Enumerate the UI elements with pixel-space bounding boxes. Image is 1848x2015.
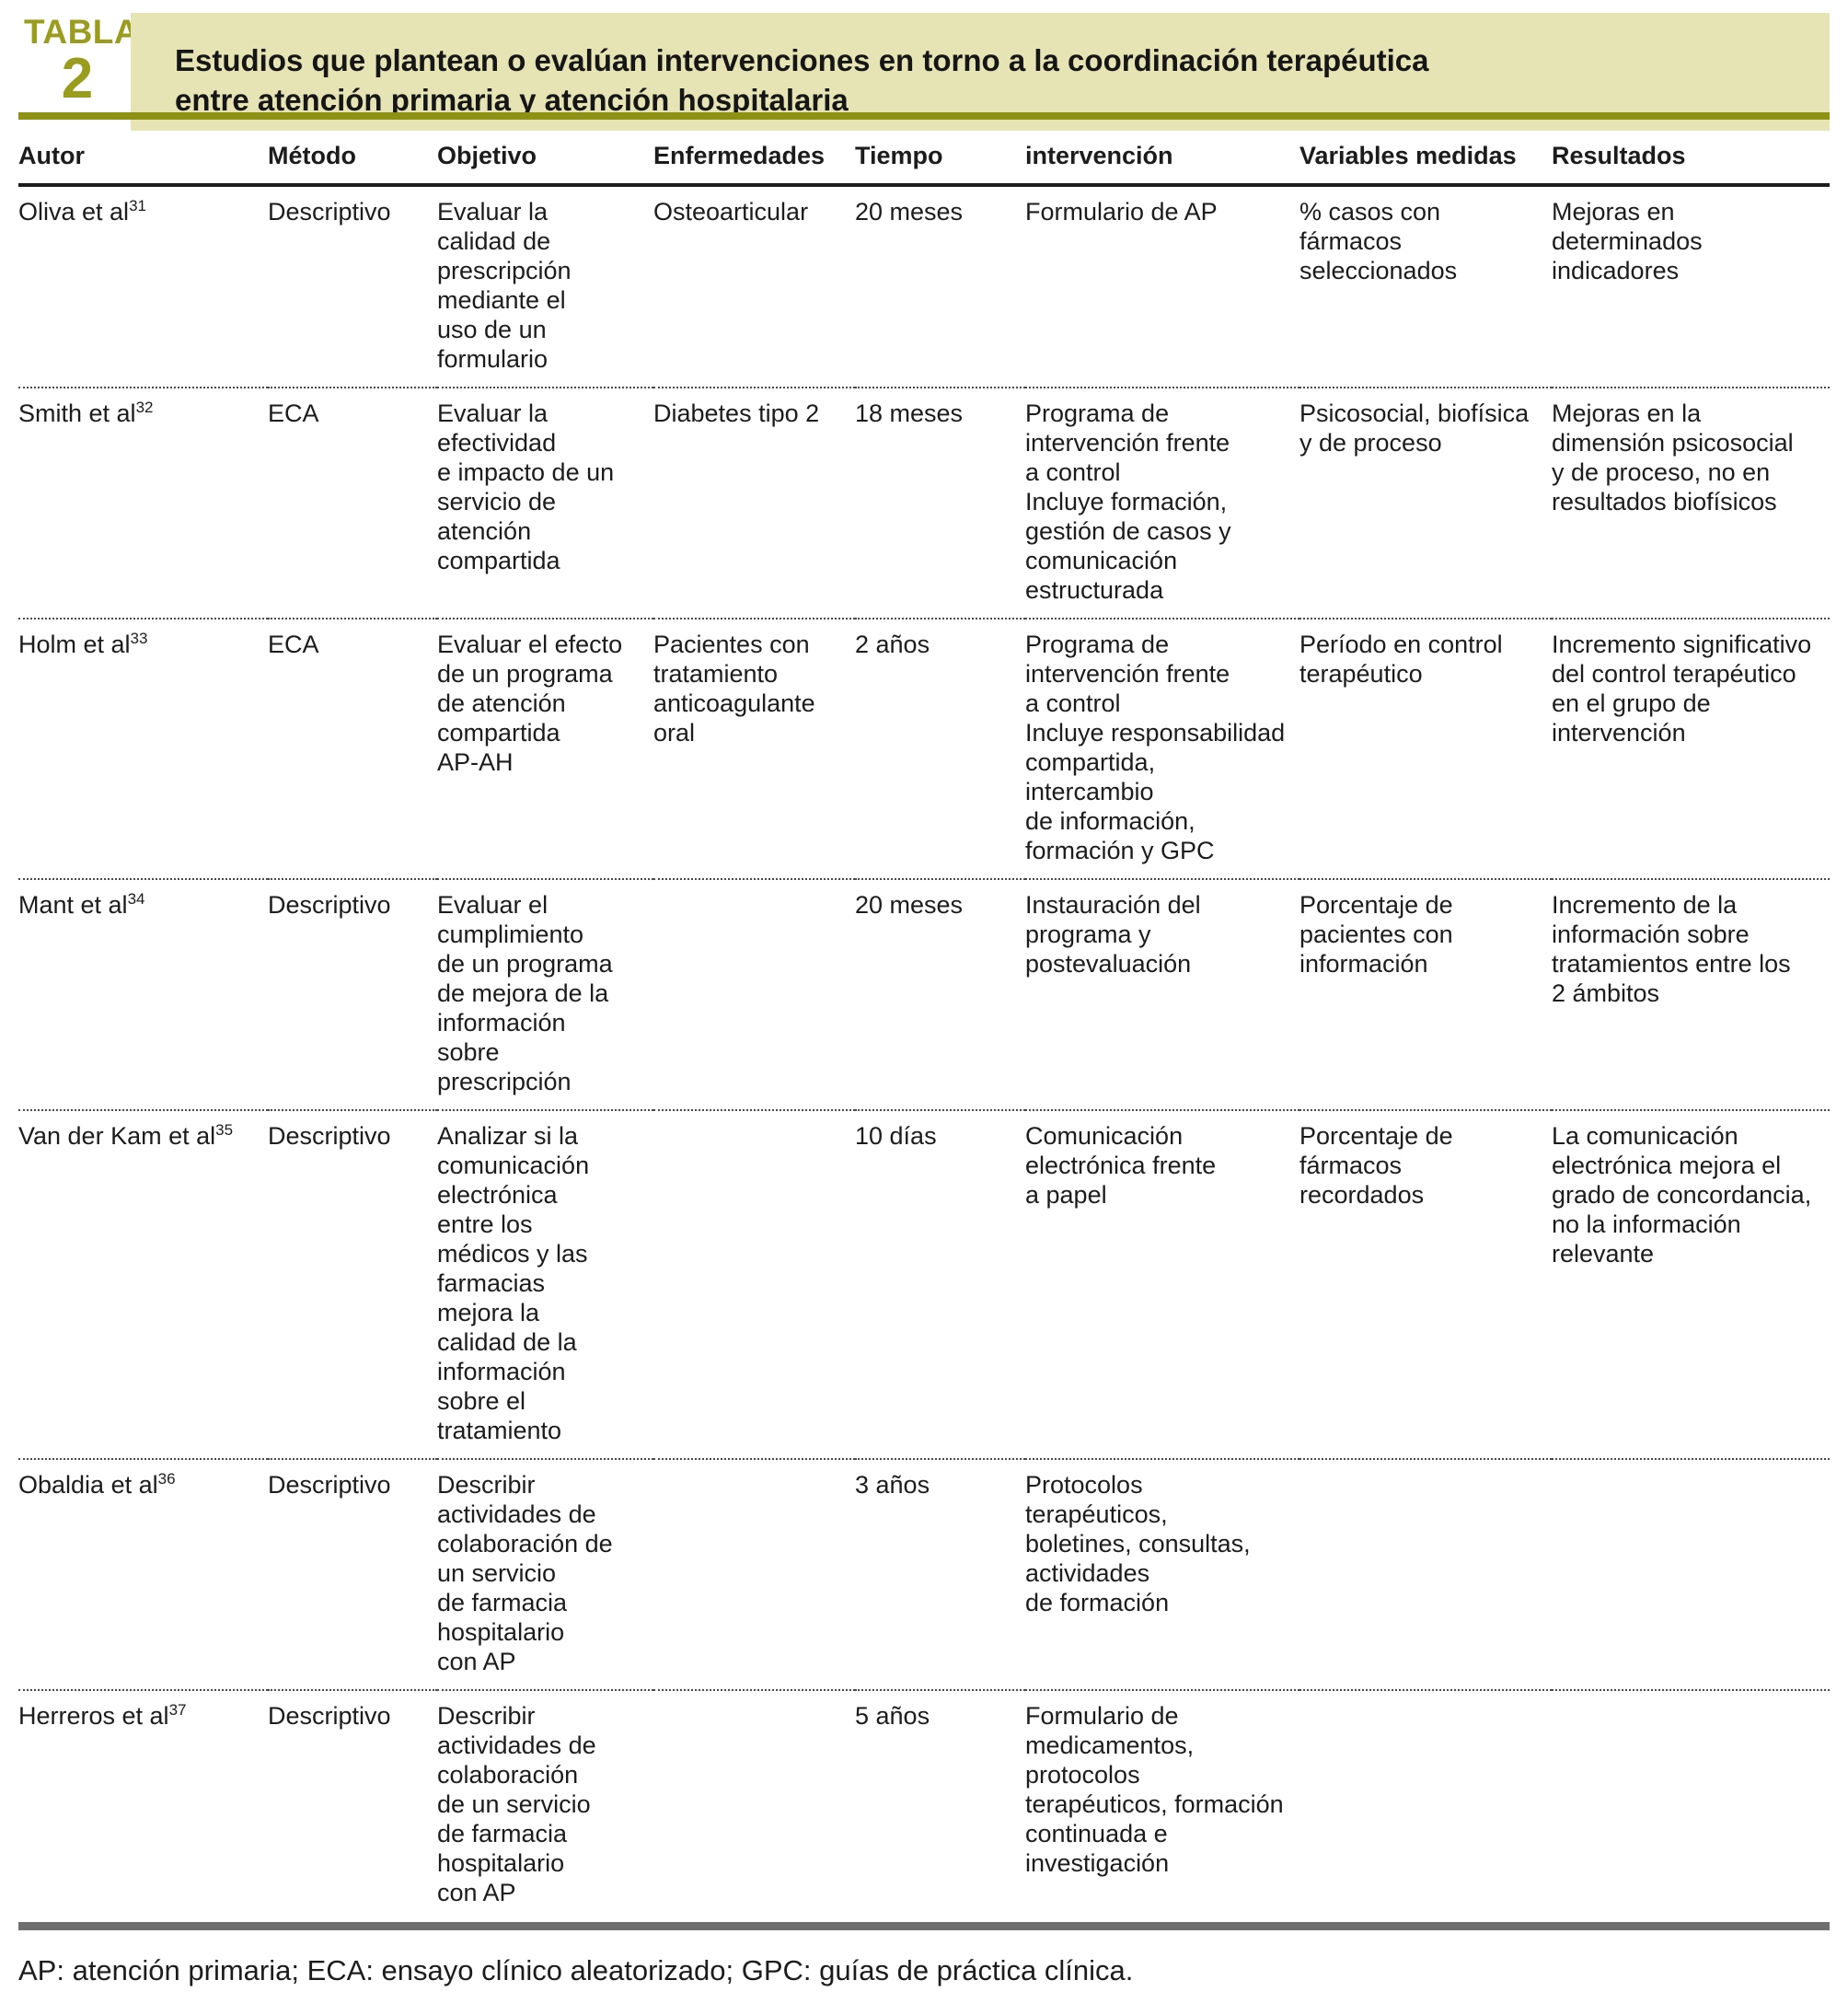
cell-intervencion: Instauración del programa y postevaluaci… <box>1025 878 1299 1109</box>
author-name: Herreros et al <box>18 1702 169 1730</box>
cell-variables: Período en control terapéutico <box>1299 618 1552 878</box>
cell-intervencion: Protocolos terapéuticos, boletines, cons… <box>1025 1458 1299 1689</box>
cell-autor: Holm et al33 <box>18 618 268 878</box>
column-header-metodo: Método <box>268 131 437 187</box>
author-name: Mant et al <box>18 891 128 919</box>
column-header-intervencion: intervención <box>1025 131 1299 187</box>
cell-enfermedades <box>653 878 855 1109</box>
table-footnote: AP: atención primaria; ECA: ensayo clíni… <box>18 1954 1134 1986</box>
author-name: Obaldia et al <box>18 1471 158 1499</box>
cell-tiempo: 10 días <box>855 1109 1025 1458</box>
table-title-line1: Estudios que plantean o evalúan interven… <box>175 43 1429 77</box>
table-label-number: 2 <box>61 47 94 110</box>
cell-metodo: ECA <box>268 618 437 878</box>
cell-tiempo: 3 años <box>855 1458 1025 1689</box>
cell-autor: Oliva et al31 <box>18 187 268 387</box>
cell-resultados: Mejoras en determinados indicadores <box>1552 198 1703 284</box>
author-name: Smith et al <box>18 400 136 427</box>
cell-enfermedades: Diabetes tipo 2 <box>653 387 855 618</box>
author-name: Holm et al <box>18 631 131 658</box>
cell-tiempo: 5 años <box>855 1689 1025 1920</box>
cell-autor: Mant et al34 <box>18 878 268 1109</box>
cell-metodo: Descriptivo <box>268 1458 437 1689</box>
cell-objetivo: Analizar si la comunicación electrónica … <box>437 1109 653 1458</box>
cell-metodo: Descriptivo <box>268 1109 437 1458</box>
citation-ref: 35 <box>215 1121 234 1139</box>
cell-variables: Porcentaje de fármacos recordados <box>1299 1109 1552 1458</box>
column-header-resultados: Resultados <box>1552 131 1830 187</box>
cell-variables: Porcentaje de pacientes con información <box>1299 878 1552 1109</box>
cell-resultados: La comunicación electrónica mejora el gr… <box>1552 1109 1830 1458</box>
cell-objetivo: Evaluar el efecto de un programa de aten… <box>437 618 653 878</box>
citation-ref: 37 <box>168 1701 187 1719</box>
cell-autor: Smith et al32 <box>18 387 268 618</box>
cell-tiempo: 18 meses <box>855 387 1025 618</box>
cell-variables <box>1299 1458 1552 1689</box>
table-bottom-rule <box>18 1922 1830 1930</box>
table-label-word: TABLA <box>24 13 140 51</box>
cell-metodo: ECA <box>268 387 437 618</box>
cell-variables <box>1299 1689 1552 1920</box>
cell-tiempo: 2 años <box>855 618 1025 878</box>
cell-resultados <box>1552 1458 1830 1689</box>
citation-ref: 36 <box>157 1470 176 1488</box>
cell-intervencion: Comunicación electrónica frente a papel <box>1025 1109 1299 1458</box>
cell-variables: Psicosocial, biofísica y de proceso <box>1299 387 1552 618</box>
cell-enfermedades <box>653 1109 855 1458</box>
author-name: Van der Kam et al <box>18 1122 216 1150</box>
table-number-label: TABLA 2 <box>24 13 140 110</box>
cell-objetivo: Evaluar la efectividad e impacto de un s… <box>437 387 653 618</box>
cell-resultados: Incremento significativo del control ter… <box>1552 618 1830 878</box>
table-title-box: Estudios que plantean o evalúan interven… <box>131 13 1830 131</box>
cell-intervencion: Formulario de medicamentos, protocolos t… <box>1025 1689 1299 1920</box>
column-header-enfermedades: Enfermedades <box>653 131 855 187</box>
cell-autor: Van der Kam et al35 <box>18 1109 268 1458</box>
cell-objetivo: Evaluar el cumplimiento de un programa d… <box>437 878 653 1109</box>
author-name: Oliva et al <box>18 198 130 226</box>
citation-ref: 32 <box>135 399 154 416</box>
cell-intervencion: Programa de intervención frente a contro… <box>1025 387 1299 618</box>
cell-intervencion: Programa de intervención frente a contro… <box>1025 618 1299 878</box>
cell-resultados: Incremento de la información sobre trata… <box>1552 878 1830 1109</box>
table-title: Estudios que plantean o evalúan interven… <box>175 41 1802 120</box>
cell-metodo: Descriptivo <box>268 878 437 1109</box>
olive-divider <box>18 112 1830 120</box>
cell-metodo: Descriptivo <box>268 1689 437 1920</box>
column-header-tiempo: Tiempo <box>855 131 1025 187</box>
cell-enfermedades: Pacientes con tratamiento anticoagulante… <box>653 618 855 878</box>
cell-metodo: Descriptivo <box>268 198 391 226</box>
cell-enfermedades <box>653 1689 855 1920</box>
column-header-variables: Variables medidas <box>1299 131 1552 187</box>
table-title-line2: entre atención primaria y atención hospi… <box>175 83 849 117</box>
cell-variables: % casos con fármacos seleccionados <box>1299 198 1458 284</box>
cell-enfermedades: Osteoarticular <box>653 198 809 226</box>
cell-objetivo: Describir actividades de colaboración de… <box>437 1689 653 1920</box>
cell-objetivo: Evaluar la calidad de prescripción media… <box>437 198 572 373</box>
citation-ref: 34 <box>127 890 145 908</box>
citation-ref: 33 <box>130 630 148 647</box>
column-header-objetivo: Objetivo <box>437 131 653 187</box>
cell-objetivo: Describir actividades de colaboración de… <box>437 1458 653 1689</box>
cell-resultados <box>1552 1689 1830 1920</box>
table-header-band: TABLA 2 Estudios que plantean o evalúan … <box>18 13 1830 131</box>
cell-autor: Obaldia et al36 <box>18 1458 268 1689</box>
cell-enfermedades <box>653 1458 855 1689</box>
study-table: Autor Método Objetivo Enfermedades Tiemp… <box>18 131 1830 1920</box>
cell-tiempo: 20 meses <box>855 198 964 226</box>
cell-resultados: Mejoras en la dimensión psicosocial y de… <box>1552 387 1830 618</box>
cell-tiempo: 20 meses <box>855 878 1025 1109</box>
citation-ref: 31 <box>129 197 146 214</box>
column-header-autor: Autor <box>18 131 268 187</box>
cell-intervencion: Formulario de AP <box>1025 198 1218 226</box>
cell-autor: Herreros et al37 <box>18 1689 268 1920</box>
